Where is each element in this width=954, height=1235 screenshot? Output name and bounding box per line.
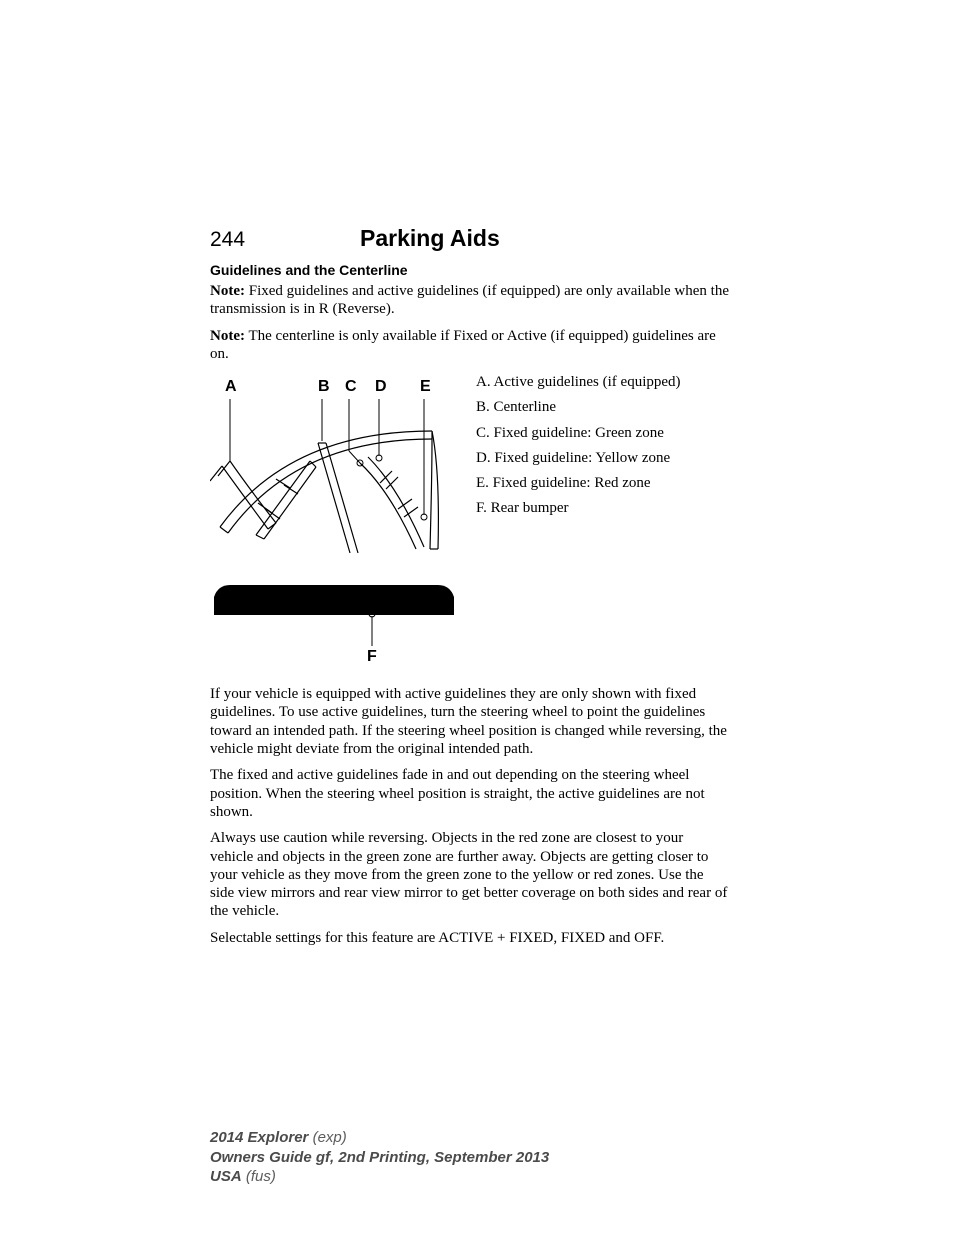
diagram-label-b: B <box>318 378 330 395</box>
legend-item: A. Active guidelines (if equipped) <box>476 371 681 394</box>
legend-item: E. Fixed guideline: Red zone <box>476 472 681 495</box>
note-label: Note: <box>210 328 245 344</box>
diagram-label-d: D <box>375 378 387 395</box>
legend-item: D. Fixed guideline: Yellow zone <box>476 447 681 470</box>
footer-code: (exp) <box>308 1129 346 1146</box>
diagram-legend: A. Active guidelines (if equipped) B. Ce… <box>476 371 681 523</box>
legend-item: C. Fixed guideline: Green zone <box>476 422 681 445</box>
footer-vehicle: 2014 Explorer <box>210 1129 308 1146</box>
body-paragraph: If your vehicle is equipped with active … <box>210 685 730 758</box>
page-footer: 2014 Explorer (exp) Owners Guide gf, 2nd… <box>210 1128 549 1187</box>
note-text: The centerline is only available if Fixe… <box>210 328 716 362</box>
diagram-and-legend: A B C D E F <box>210 371 730 671</box>
diagram-label-e: E <box>420 378 431 395</box>
footer-line: 2014 Explorer (exp) <box>210 1128 549 1148</box>
body-paragraph: Always use caution while reversing. Obje… <box>210 829 730 920</box>
footer-code: (fus) <box>242 1168 276 1185</box>
footer-region: USA <box>210 1168 242 1185</box>
page-title: Parking Aids <box>360 225 500 252</box>
body-paragraph: Selectable settings for this feature are… <box>210 929 730 947</box>
page-header: 244 Parking Aids <box>210 225 730 252</box>
section-heading: Guidelines and the Centerline <box>210 262 730 278</box>
guideline-diagram: A B C D E F <box>210 371 458 671</box>
diagram-label-c: C <box>345 378 357 395</box>
body-paragraph: The fixed and active guidelines fade in … <box>210 766 730 821</box>
note-2: Note: The centerline is only available i… <box>210 327 730 364</box>
footer-line: USA (fus) <box>210 1167 549 1187</box>
page-number: 244 <box>210 228 360 252</box>
diagram-label-a: A <box>225 378 237 395</box>
footer-line: Owners Guide gf, 2nd Printing, September… <box>210 1148 549 1168</box>
page-content: 244 Parking Aids Guidelines and the Cent… <box>210 225 730 955</box>
diagram-label-f: F <box>367 648 377 665</box>
legend-item: F. Rear bumper <box>476 497 681 520</box>
note-text: Fixed guidelines and active guidelines (… <box>210 283 729 317</box>
legend-item: B. Centerline <box>476 396 681 419</box>
note-1: Note: Fixed guidelines and active guidel… <box>210 282 730 319</box>
note-label: Note: <box>210 283 245 299</box>
